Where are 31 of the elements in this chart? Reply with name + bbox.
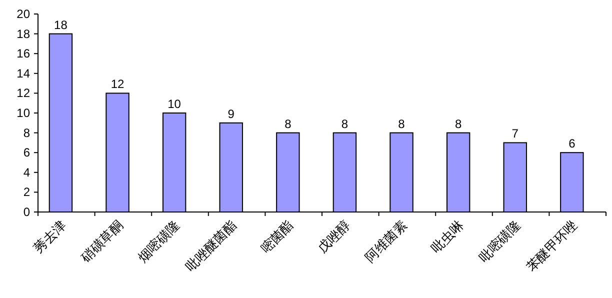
x-tick-label: 硝磺草酮	[78, 218, 126, 266]
data-label: 12	[110, 77, 125, 92]
y-tick-label: 4	[23, 165, 30, 180]
data-label: 6	[568, 136, 576, 151]
data-label: 10	[168, 97, 182, 111]
x-tick-label: 嘧菌酯	[258, 218, 297, 256]
x-tick-label: 戊唑醇	[315, 218, 354, 256]
data-label: 8	[341, 116, 348, 131]
data-label: 8	[454, 116, 462, 131]
y-tick-label: 20	[16, 7, 30, 21]
x-tick-label: 阿维菌素	[362, 218, 410, 266]
data-label: 7	[512, 126, 519, 141]
y-tick-label: 10	[16, 106, 30, 120]
y-tick-label: 8	[23, 126, 30, 140]
x-tick-label: 吡唑醚菌酯	[183, 218, 240, 275]
y-tick-label: 6	[23, 146, 30, 160]
y-tick-label: 18	[16, 26, 30, 41]
y-tick-label: 14	[16, 66, 30, 80]
data-label: 9	[228, 106, 235, 121]
data-label: 8	[284, 116, 292, 131]
x-tick-label: 莠去津	[31, 218, 70, 256]
data-label: 8	[398, 116, 406, 131]
y-tick-label: 2	[23, 185, 30, 200]
y-tick-label: 12	[16, 86, 30, 100]
y-tick-label: 16	[16, 46, 30, 61]
x-tick-label: 苯醚甲环唑	[524, 218, 581, 275]
x-tick-label: 吡嘧磺隆	[476, 218, 524, 266]
x-tick-label: 烟嘧磺隆	[136, 218, 184, 266]
x-tick-label: 吡虫啉	[428, 218, 468, 256]
data-label: 18	[54, 18, 68, 32]
y-tick-label: 0	[23, 205, 30, 219]
